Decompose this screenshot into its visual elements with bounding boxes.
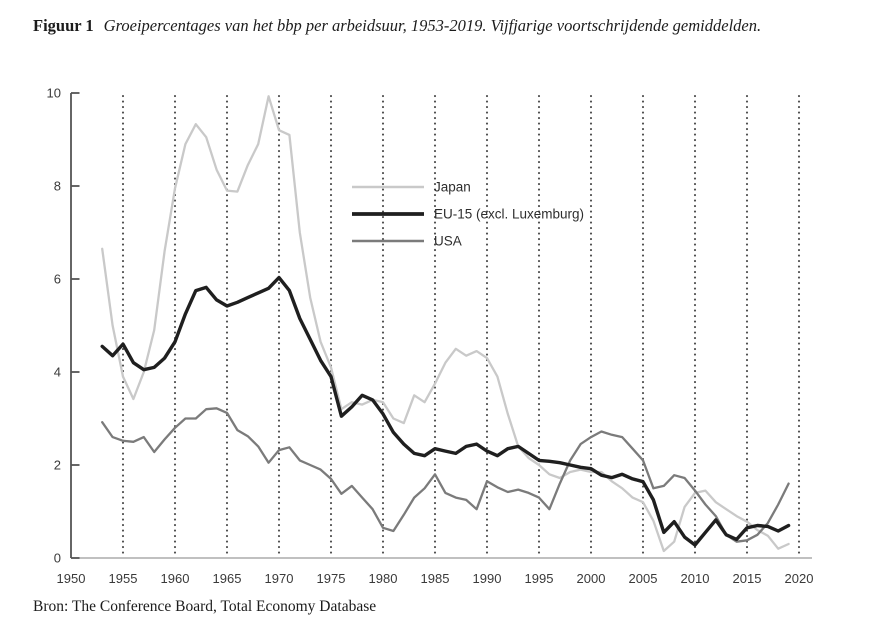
- x-tick-label-2010: 2010: [681, 571, 710, 586]
- y-tick-label-10: 10: [47, 86, 61, 101]
- series-line-eu-15-excl-luxemburg: [100, 275, 791, 547]
- x-tick-label-2015: 2015: [733, 571, 762, 586]
- figure-label: Figuur 1: [33, 16, 94, 35]
- x-tick-label-2000: 2000: [577, 571, 606, 586]
- legend: Japan EU-15 (excl. Luxemburg) USA: [352, 180, 584, 249]
- legend-label-2: USA: [434, 234, 462, 249]
- y-tick-label-4: 4: [54, 365, 61, 380]
- y-tick-label-2: 2: [54, 458, 61, 473]
- legend-label-1: EU-15 (excl. Luxemburg): [434, 207, 584, 222]
- x-tick-label-2005: 2005: [629, 571, 658, 586]
- legend-label-0: Japan: [434, 180, 471, 195]
- x-tick-label-1995: 1995: [525, 571, 554, 586]
- y-tick-label-6: 6: [54, 272, 61, 287]
- y-tick-label-0: 0: [54, 551, 61, 566]
- y-tick-label-8: 8: [54, 179, 61, 194]
- series-line-japan: [101, 95, 790, 553]
- figure-title: Figuur 1 Groeipercentages van het bbp per…: [33, 11, 801, 41]
- x-tick-label-1955: 1955: [109, 571, 138, 586]
- x-tick-labels: 1950 1955 1960 1965 1970 1975 1980 1985 1990 1995…: [57, 571, 814, 586]
- x-tick-label-1960: 1960: [161, 571, 190, 586]
- x-tick-label-1990: 1990: [473, 571, 502, 586]
- x-tick-label-1950: 1950: [57, 571, 86, 586]
- y-tick-labels: 0 2 4 6 8 10: [47, 86, 80, 566]
- x-tick-label-1965: 1965: [213, 571, 242, 586]
- x-tick-label-2020: 2020: [785, 571, 814, 586]
- x-tick-label-1980: 1980: [369, 571, 398, 586]
- x-tick-label-1975: 1975: [317, 571, 346, 586]
- series-line-usa: [101, 407, 790, 543]
- x-tick-label-1970: 1970: [265, 571, 294, 586]
- x-tick-label-1985: 1985: [421, 571, 450, 586]
- gridlines: [121, 94, 801, 558]
- figure-description: Groeipercentages van het bbp per arbeids…: [103, 16, 762, 35]
- source-note: Bron: The Conference Board, Total Econom…: [33, 598, 377, 615]
